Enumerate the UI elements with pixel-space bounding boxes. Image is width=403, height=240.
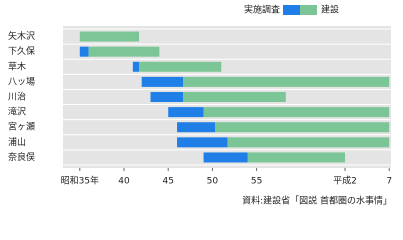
bar-segment: [132, 61, 140, 72]
bar-segment: [141, 76, 184, 87]
bar-segment: [227, 137, 390, 148]
bar-segment: [168, 107, 204, 118]
bar-segment: [79, 46, 89, 57]
bar-segment: [203, 107, 390, 118]
x-tick-label: 昭和35年: [61, 175, 99, 187]
category-label: 滝沢: [8, 106, 26, 118]
category-label: 矢木沢: [8, 30, 35, 42]
bar-segment: [88, 46, 160, 57]
x-tick-label: 50: [207, 177, 219, 187]
bar-segment: [203, 152, 248, 163]
source-note: 資料:建設省「図説 首都圏の水事情」: [242, 195, 392, 207]
legend-swatch: [300, 5, 317, 15]
category-label: 浦山: [8, 136, 26, 148]
x-tick-label: 45: [162, 177, 173, 187]
x-tick-label: 40: [118, 177, 130, 187]
legend-swatch: [283, 5, 300, 15]
category-label: 宮ヶ瀬: [8, 121, 35, 133]
bar-segment: [139, 61, 222, 72]
x-tick-label: 平成2: [333, 175, 357, 187]
chart: 資料:建設省「図説 首都圏の水事情」 昭和35年 40 45 50 55 平成2 7 矢木沢下…: [8, 4, 392, 207]
bar-segment: [150, 92, 184, 102]
category-label: 下久保: [8, 45, 35, 57]
bar-segment: [183, 76, 390, 87]
category-label: 八ッ場: [8, 75, 35, 87]
bar-segment: [177, 122, 216, 133]
x-tick-label: 55: [251, 177, 262, 187]
bar-segment: [79, 31, 140, 42]
bar-segment: [247, 152, 346, 163]
legend-label: 建設: [321, 4, 339, 16]
bar-segment: [177, 137, 228, 148]
legend-label: 実施調査: [244, 4, 280, 16]
category-label: 草木: [8, 60, 26, 72]
category-label: 川治: [8, 91, 26, 103]
bar-segment: [215, 122, 390, 133]
bar-segment: [183, 92, 286, 102]
x-tick-label: 7: [386, 177, 392, 187]
category-label: 奈良俣: [8, 151, 35, 163]
